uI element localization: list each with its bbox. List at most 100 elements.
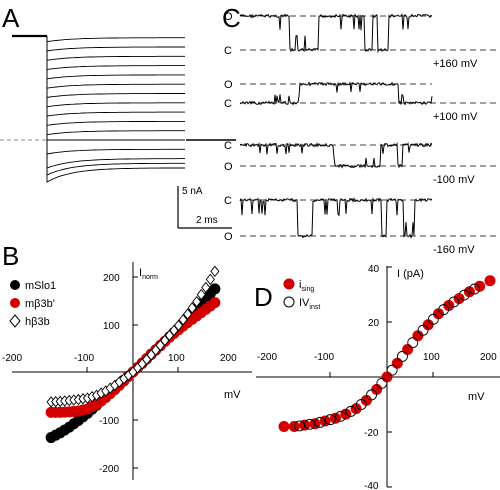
- step-trace: [46, 36, 185, 169]
- d-point-isng: [433, 308, 444, 320]
- scalebar-current-label: 5 nA: [182, 186, 203, 197]
- d-point-ivinst: [345, 405, 357, 417]
- b-ylabel-main: I: [139, 267, 142, 279]
- d-point-ivinst: [386, 364, 398, 376]
- legend-marker-mb3b-prime: [10, 298, 20, 308]
- b-xtick-label-p200: 200: [220, 353, 237, 364]
- d-xtick-label-m200: -200: [257, 352, 277, 363]
- d-ytick-label-20: 20: [368, 318, 380, 329]
- d-point-isng: [453, 293, 465, 305]
- d-point-ivinst: [304, 418, 316, 430]
- d-point-isng: [381, 371, 393, 383]
- legend-marker-mslo1: [10, 280, 20, 290]
- d-point-ivinst: [458, 289, 470, 301]
- single-channel-trace: [239, 12, 433, 54]
- b-point-hβ3b: [187, 302, 197, 314]
- step-trace: [46, 36, 185, 108]
- single-channel-trace: [239, 197, 433, 239]
- b-point-hβ3b: [173, 319, 184, 332]
- legend-marker-hb3b: [9, 314, 21, 328]
- state-label: O: [224, 79, 233, 91]
- d-point-isng: [474, 280, 486, 292]
- single-channel-trace: [239, 142, 433, 169]
- step-trace: [46, 36, 185, 155]
- d-x-axis-label: mV: [468, 391, 485, 403]
- step-trace: [46, 36, 185, 61]
- panel-a-scalebar: 5 nA 2 ms: [177, 186, 232, 229]
- d-point-isng: [484, 275, 496, 287]
- panel-letter-d: D: [254, 282, 273, 312]
- d-y-axis-label: I (pA): [397, 268, 424, 280]
- legend-marker-isng: [283, 278, 295, 290]
- step-trace: [46, 36, 185, 183]
- state-label: O: [224, 231, 233, 243]
- d-xtick-label-p100: 100: [423, 352, 440, 363]
- d-point-ivinst: [355, 399, 367, 410]
- step-trace: [46, 36, 185, 43]
- step-trace: [46, 36, 185, 117]
- state-label: C: [224, 98, 232, 110]
- d-point-isng: [463, 286, 475, 298]
- d-point-ivinst: [417, 324, 429, 336]
- b-point-hβ3b: [178, 314, 188, 326]
- legend-label-mb3b-prime: mβ3b': [25, 298, 55, 310]
- step-trace: [46, 36, 185, 136]
- panel-d-legend: ising IVinst: [283, 278, 320, 311]
- d-point-isng: [402, 344, 414, 355]
- b-ylabel-sub: norm: [142, 274, 158, 281]
- step-trace: [46, 36, 185, 52]
- b-ytick-label-m100: -100: [99, 416, 119, 427]
- d-point-ivinst: [376, 377, 388, 389]
- b-point-hβ3b: [183, 308, 193, 320]
- d-xtick-label-p200: 200: [480, 352, 497, 363]
- state-label: O: [224, 11, 233, 23]
- b-point-hβ3b: [196, 288, 206, 301]
- legend-label-hb3b: hβ3b: [25, 316, 50, 328]
- state-label: O: [224, 161, 233, 173]
- d-point-ivinst: [294, 420, 305, 432]
- d-xtick-label-m100: -100: [314, 352, 334, 363]
- d-point-ivinst: [397, 350, 408, 362]
- legend-isng-sub: sing: [301, 286, 314, 293]
- d-point-isng: [371, 383, 383, 395]
- panel-d-plot: [278, 275, 496, 432]
- d-point-isng: [422, 319, 434, 331]
- d-point-ivinst: [469, 283, 480, 295]
- d-point-ivinst: [427, 313, 439, 325]
- panel-b-legend: mSlo1 mβ3b' hβ3b: [9, 280, 56, 328]
- legend-marker-ivinst: [283, 296, 295, 308]
- step-trace: [46, 36, 185, 126]
- state-label: C: [224, 195, 232, 207]
- state-label: C: [224, 140, 232, 152]
- trace-voltage-label: -100 mV: [433, 174, 475, 186]
- legend-ivinst-main: IV: [299, 297, 310, 309]
- step-trace: [46, 36, 185, 89]
- d-point-ivinst: [314, 416, 326, 428]
- b-point-hβ3b: [201, 281, 211, 294]
- state-label: C: [224, 45, 232, 57]
- trace-voltage-label: +100 mV: [433, 111, 478, 123]
- b-point-mβ3b': [209, 297, 221, 309]
- b-ytick-label-100: 100: [103, 321, 120, 332]
- b-point-hβ3b: [192, 295, 202, 308]
- legend-label-mslo1: mSlo1: [25, 280, 56, 292]
- trace-voltage-label: +160 mV: [433, 58, 478, 70]
- d-point-ivinst: [335, 410, 347, 422]
- panel-letter-b: B: [2, 241, 19, 271]
- b-xtick-label-m200: -200: [2, 353, 22, 364]
- step-trace: [46, 36, 185, 80]
- d-point-ivinst: [324, 414, 336, 426]
- legend-isng-main: i: [299, 279, 301, 291]
- d-point-isng: [278, 421, 290, 432]
- panel-a-current-traces: [0, 34, 236, 183]
- d-point-ivinst: [448, 296, 460, 308]
- b-point-mSlo1: [209, 283, 221, 295]
- b-ytick-label-200: 200: [103, 273, 120, 284]
- b-point-hβ3b: [210, 265, 220, 278]
- b-xtick-label-m100: -100: [74, 353, 94, 364]
- d-ytick-label-m40: -40: [364, 481, 379, 490]
- legend-ivinst-sub: inst: [309, 304, 320, 311]
- b-x-axis-label: mV: [224, 389, 241, 401]
